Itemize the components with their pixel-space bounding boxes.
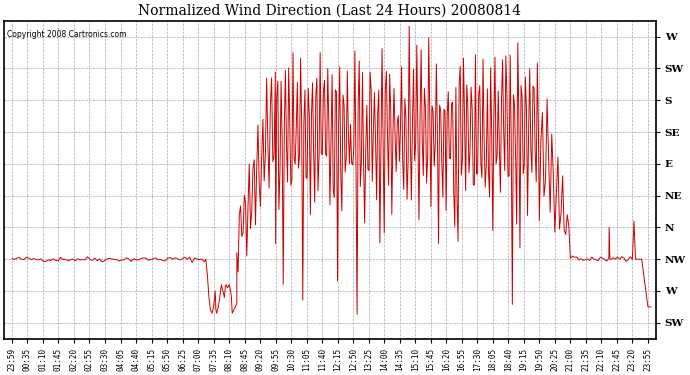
Text: Copyright 2008 Cartronics.com: Copyright 2008 Cartronics.com [8, 30, 127, 39]
Title: Normalized Wind Direction (Last 24 Hours) 20080814: Normalized Wind Direction (Last 24 Hours… [139, 4, 522, 18]
